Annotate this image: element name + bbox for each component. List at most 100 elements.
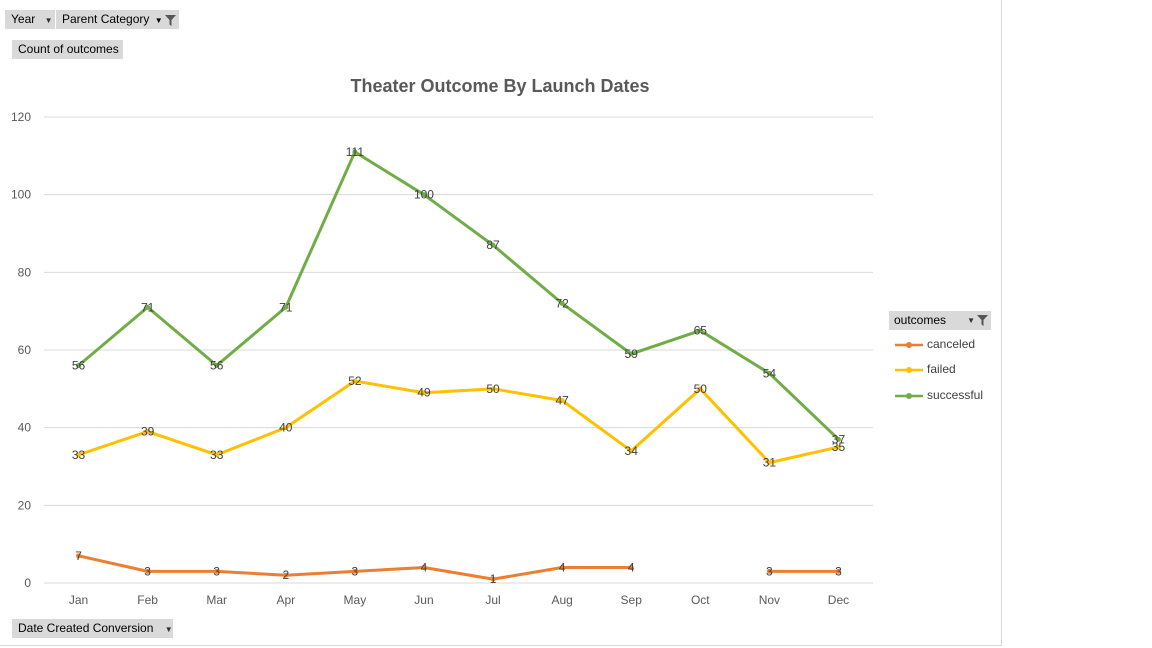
x-tick-label: Nov xyxy=(759,593,780,607)
value-field-label: Count of outcomes xyxy=(18,42,119,56)
data-point-canceled xyxy=(559,564,565,570)
x-tick-label: Feb xyxy=(137,593,158,607)
pivot-chart-frame xyxy=(0,0,1002,646)
y-tick-label: 40 xyxy=(18,421,32,435)
data-point-canceled xyxy=(145,568,151,574)
data-label-failed: 31 xyxy=(763,456,777,470)
data-point-failed xyxy=(766,460,772,466)
legend-item-failed[interactable]: failed xyxy=(894,361,956,377)
x-tick-label: Jul xyxy=(485,593,500,607)
y-tick-label: 120 xyxy=(11,110,31,124)
data-label-failed: 40 xyxy=(279,421,293,435)
data-label-successful: 71 xyxy=(279,300,293,314)
data-point-canceled xyxy=(214,568,220,574)
legend-item-canceled[interactable]: canceled xyxy=(894,336,975,352)
y-tick-label: 20 xyxy=(18,498,32,512)
data-label-failed: 34 xyxy=(625,444,639,458)
data-label-successful: 54 xyxy=(763,366,777,380)
legend-label: canceled xyxy=(927,337,976,351)
data-point-canceled xyxy=(835,568,841,574)
data-point-canceled xyxy=(490,576,496,582)
legend-label: failed xyxy=(927,362,956,376)
data-label-successful: 111 xyxy=(346,145,365,159)
data-label-failed: 33 xyxy=(72,448,86,462)
series-line-failed xyxy=(77,379,840,465)
data-point-failed xyxy=(352,378,358,384)
data-label-successful: 72 xyxy=(555,296,569,310)
legend-swatch-canceled xyxy=(895,341,923,348)
data-point-successful xyxy=(697,328,703,334)
chevron-down-icon: ▼ xyxy=(164,625,173,634)
year-filter-label: Year xyxy=(11,12,36,26)
x-tick-label: Apr xyxy=(276,593,295,607)
value-field-button[interactable]: Count of outcomes xyxy=(12,40,123,59)
data-label-successful: 59 xyxy=(625,347,639,361)
legend-swatch-failed xyxy=(895,366,923,373)
data-label-successful: 37 xyxy=(832,432,846,446)
data-point-failed xyxy=(559,397,565,403)
data-label-successful: 100 xyxy=(414,188,434,202)
data-label-failed: 49 xyxy=(417,386,431,400)
data-point-canceled xyxy=(352,568,358,574)
data-point-failed xyxy=(697,386,703,392)
data-point-canceled xyxy=(766,568,772,574)
data-point-canceled xyxy=(421,564,427,570)
chart-title: Theater Outcome By Launch Dates xyxy=(350,76,649,96)
data-point-failed xyxy=(490,386,496,392)
data-point-failed xyxy=(628,448,634,454)
x-tick-label: Sep xyxy=(621,593,643,607)
data-point-canceled xyxy=(76,553,82,559)
parent-category-filter-button[interactable]: Parent Category ▼ xyxy=(56,10,179,29)
data-point-failed xyxy=(76,452,82,458)
filter-funnel-icon: ▼ xyxy=(967,311,988,330)
data-label-successful: 87 xyxy=(486,238,500,252)
data-point-successful xyxy=(490,242,496,248)
data-point-successful xyxy=(145,304,151,310)
data-label-canceled: 3 xyxy=(835,564,842,578)
legend-item-successful[interactable]: successful xyxy=(894,387,983,403)
data-point-successful xyxy=(76,363,82,369)
year-filter-button[interactable]: Year ▼ xyxy=(5,10,55,29)
data-label-failed: 47 xyxy=(555,393,569,407)
data-point-successful xyxy=(835,436,841,442)
data-label-failed: 50 xyxy=(694,382,708,396)
data-label-canceled: 3 xyxy=(352,564,359,578)
data-label-failed: 39 xyxy=(141,425,155,439)
data-point-failed xyxy=(283,425,289,431)
x-tick-label: May xyxy=(344,593,367,607)
data-label-canceled: 3 xyxy=(213,564,220,578)
data-label-canceled: 4 xyxy=(421,560,428,574)
filter-funnel-icon: ▼ xyxy=(155,15,176,27)
data-label-successful: 56 xyxy=(210,359,224,373)
legend-swatch-successful xyxy=(895,392,923,399)
data-label-canceled: 7 xyxy=(75,549,82,563)
data-point-successful xyxy=(283,304,289,310)
data-label-successful: 71 xyxy=(141,300,155,314)
series-line-successful xyxy=(77,150,840,441)
data-label-canceled: 1 xyxy=(490,572,497,586)
x-tick-label: Dec xyxy=(828,593,849,607)
data-point-successful xyxy=(628,351,634,357)
data-label-failed: 35 xyxy=(832,440,846,454)
y-tick-label: 80 xyxy=(18,265,32,279)
data-label-canceled: 4 xyxy=(628,560,635,574)
data-label-canceled: 3 xyxy=(766,564,773,578)
data-label-successful: 56 xyxy=(72,359,86,373)
x-tick-label: Oct xyxy=(691,593,710,607)
data-point-canceled xyxy=(628,564,634,570)
axis-field-button[interactable]: Date Created Conversion ▼ xyxy=(12,619,173,638)
x-tick-label: Mar xyxy=(206,593,227,607)
data-label-canceled: 2 xyxy=(282,568,289,582)
x-tick-label: Aug xyxy=(551,593,572,607)
data-point-successful xyxy=(421,192,427,198)
data-label-canceled: 4 xyxy=(559,560,566,574)
y-tick-label: 0 xyxy=(24,576,31,590)
line-chart: Theater Outcome By Launch Dates 0 20 40 60 8… xyxy=(11,76,873,607)
data-point-canceled xyxy=(283,572,289,578)
x-tick-label: Jun xyxy=(414,593,433,607)
legend-field-button[interactable]: outcomes ▼ xyxy=(889,311,991,330)
data-point-successful xyxy=(766,370,772,376)
data-point-successful xyxy=(352,149,358,155)
y-tick-label: 100 xyxy=(11,188,31,202)
y-tick-label: 60 xyxy=(18,343,32,357)
